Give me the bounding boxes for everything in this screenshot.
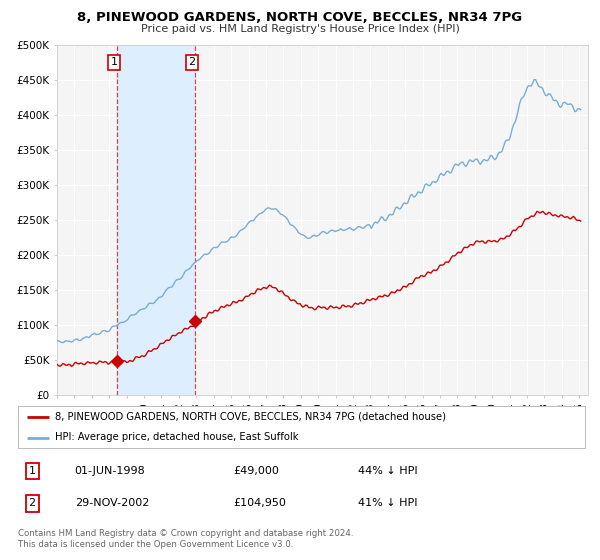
- Bar: [116, 45, 195, 395]
- Text: Price paid vs. HM Land Registry's House Price Index (HPI): Price paid vs. HM Land Registry's House …: [140, 24, 460, 34]
- Text: 2: 2: [29, 498, 36, 508]
- Text: 1: 1: [110, 57, 118, 67]
- Text: This data is licensed under the Open Government Licence v3.0.: This data is licensed under the Open Gov…: [18, 540, 293, 549]
- Text: 01-JUN-1998: 01-JUN-1998: [75, 466, 145, 476]
- Text: 2: 2: [188, 57, 196, 67]
- Text: 41% ↓ HPI: 41% ↓ HPI: [358, 498, 418, 508]
- Text: HPI: Average price, detached house, East Suffolk: HPI: Average price, detached house, East…: [55, 432, 298, 442]
- Text: 1: 1: [29, 466, 35, 476]
- Text: £49,000: £49,000: [233, 466, 280, 476]
- Text: 8, PINEWOOD GARDENS, NORTH COVE, BECCLES, NR34 7PG (detached house): 8, PINEWOOD GARDENS, NORTH COVE, BECCLES…: [55, 412, 446, 422]
- Text: Contains HM Land Registry data © Crown copyright and database right 2024.: Contains HM Land Registry data © Crown c…: [18, 529, 353, 538]
- Text: £104,950: £104,950: [233, 498, 286, 508]
- Text: 29-NOV-2002: 29-NOV-2002: [75, 498, 149, 508]
- Text: 44% ↓ HPI: 44% ↓ HPI: [358, 466, 418, 476]
- Text: 8, PINEWOOD GARDENS, NORTH COVE, BECCLES, NR34 7PG: 8, PINEWOOD GARDENS, NORTH COVE, BECCLES…: [77, 11, 523, 24]
